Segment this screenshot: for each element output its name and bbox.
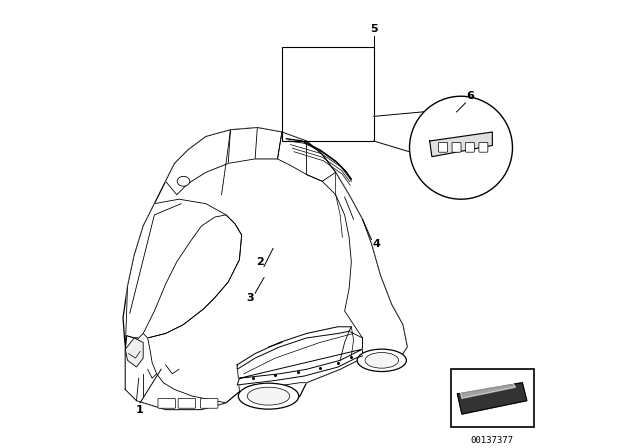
Polygon shape — [237, 327, 362, 392]
Text: 6: 6 — [466, 91, 474, 101]
Polygon shape — [175, 128, 307, 195]
Text: 5: 5 — [370, 24, 378, 34]
Bar — [451, 369, 534, 427]
Text: 2: 2 — [256, 257, 264, 267]
FancyBboxPatch shape — [158, 398, 175, 408]
Polygon shape — [125, 199, 242, 349]
Text: 3: 3 — [247, 293, 255, 303]
Ellipse shape — [247, 387, 290, 405]
Ellipse shape — [357, 349, 406, 371]
Polygon shape — [429, 132, 492, 157]
Polygon shape — [255, 128, 282, 159]
Polygon shape — [458, 383, 527, 414]
FancyBboxPatch shape — [438, 142, 447, 152]
Polygon shape — [460, 380, 516, 398]
Polygon shape — [237, 327, 351, 369]
Polygon shape — [166, 130, 230, 195]
Text: 00137377: 00137377 — [471, 436, 514, 445]
Polygon shape — [125, 338, 143, 367]
Text: 1: 1 — [136, 405, 144, 414]
FancyBboxPatch shape — [465, 142, 474, 152]
Polygon shape — [237, 349, 362, 385]
Ellipse shape — [177, 177, 189, 186]
Text: 4: 4 — [372, 239, 380, 249]
FancyBboxPatch shape — [479, 142, 488, 152]
Ellipse shape — [365, 353, 399, 368]
Ellipse shape — [238, 383, 299, 409]
Polygon shape — [307, 141, 407, 365]
Bar — [282, 47, 374, 141]
Polygon shape — [278, 132, 335, 181]
Polygon shape — [125, 215, 242, 349]
Circle shape — [410, 96, 513, 199]
FancyBboxPatch shape — [200, 398, 218, 408]
FancyBboxPatch shape — [452, 142, 461, 152]
Polygon shape — [125, 333, 226, 409]
Polygon shape — [123, 128, 407, 409]
FancyBboxPatch shape — [178, 398, 196, 408]
